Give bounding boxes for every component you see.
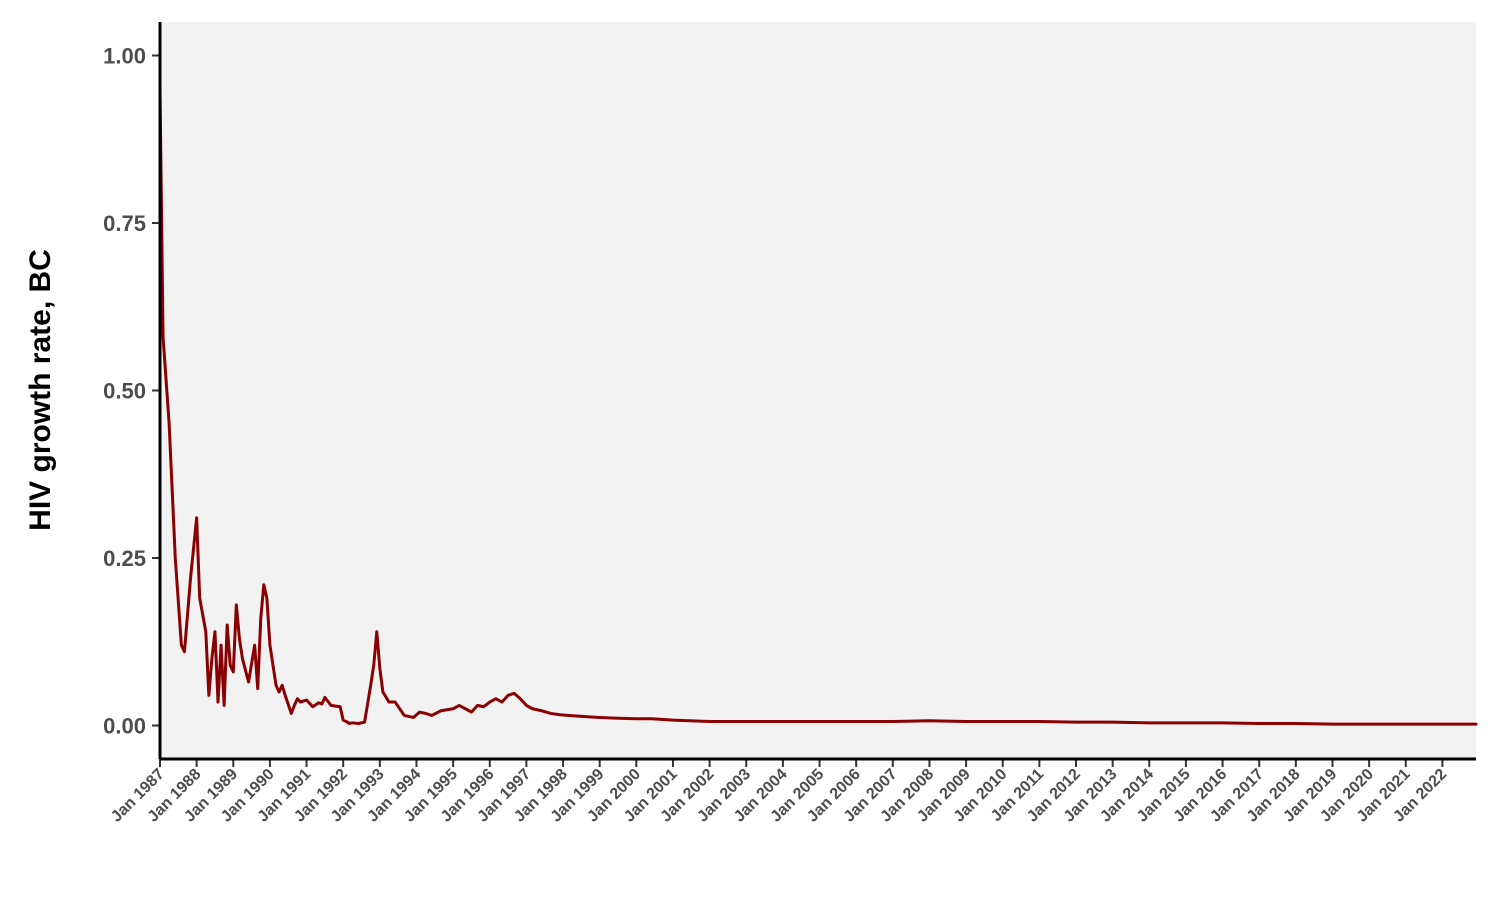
y-tick-label: 0.00: [103, 714, 146, 739]
y-tick-label: 0.50: [103, 379, 146, 404]
series-line: [158, 87, 1478, 726]
y-tick-label: 0.75: [103, 211, 146, 236]
y-tick-label: 0.25: [103, 546, 146, 571]
plot-panel: [160, 22, 1476, 759]
y-tick-label: 1.00: [103, 44, 146, 69]
y-axis-title: HIV growth rate, BC: [24, 249, 57, 531]
y-axis-ticks: 0.00 0.25 0.50 0.75 1.00: [103, 44, 160, 739]
